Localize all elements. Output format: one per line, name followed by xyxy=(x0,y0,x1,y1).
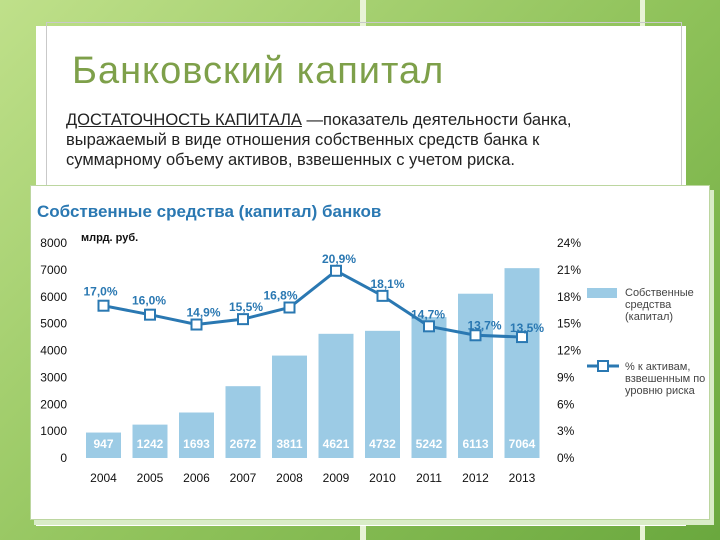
line-value-label: 14,9% xyxy=(187,306,221,320)
x-tick-label: 2011 xyxy=(416,471,442,485)
bar xyxy=(132,424,168,458)
line-marker xyxy=(190,318,203,331)
x-tick-label: 2010 xyxy=(369,471,396,485)
line-value-label: 16,8% xyxy=(264,289,298,303)
bar xyxy=(365,330,400,458)
legend-label-bars: (капитал) xyxy=(625,311,673,323)
bar-value-label: 4621 xyxy=(323,437,350,451)
legend-label-bars: Собственные xyxy=(625,287,694,299)
y2-tick-label: 18% xyxy=(557,290,581,304)
bar-value-label: 7064 xyxy=(509,437,536,451)
bar xyxy=(318,333,354,458)
bar xyxy=(272,355,307,458)
y-tick-label: 0 xyxy=(60,451,67,465)
bar xyxy=(411,317,447,458)
legend-swatch-marker xyxy=(597,360,609,372)
legend-label-line: взвешенным по xyxy=(625,373,705,385)
line-value-label: 15,5% xyxy=(229,300,263,314)
y2-tick-label: 3% xyxy=(557,424,575,438)
bar-value-label: 2672 xyxy=(230,437,257,451)
y-tick-label: 3000 xyxy=(40,370,67,384)
line-marker xyxy=(376,289,389,302)
line-value-label: 17,0% xyxy=(84,285,118,299)
bar-value-label: 3811 xyxy=(276,437,302,451)
bar xyxy=(458,293,493,458)
y2-tick-label: 24% xyxy=(557,236,581,250)
definition-term: ДОСТАТОЧНОСТЬ КАПИТАЛА xyxy=(66,111,302,129)
x-tick-label: 2005 xyxy=(137,471,164,485)
line-value-label: 13,7% xyxy=(468,318,502,332)
y-axis-unit-label: млрд. руб. xyxy=(81,232,138,244)
capital-chart: Собственные средства (капитал) банков млр… xyxy=(37,202,705,485)
bar xyxy=(179,412,214,458)
bar-value-label: 947 xyxy=(93,437,113,451)
line-value-label: 16,0% xyxy=(132,294,166,308)
legend-label-bars: средства xyxy=(625,299,672,311)
x-tick-label: 2004 xyxy=(90,471,117,485)
y-tick-label: 4000 xyxy=(40,344,67,358)
y2-tick-label: 6% xyxy=(557,397,575,411)
y-tick-label: 1000 xyxy=(40,424,67,438)
bar-value-label: 1242 xyxy=(137,437,164,451)
slide-title: Банковский капитал xyxy=(72,50,445,92)
line-value-label: 20,9% xyxy=(322,252,356,266)
line-marker xyxy=(469,329,482,342)
bar-value-label: 6113 xyxy=(462,437,488,451)
x-tick-label: 2006 xyxy=(183,471,210,485)
line-marker xyxy=(97,299,110,312)
bar-value-label: 5242 xyxy=(416,437,443,451)
line-marker xyxy=(330,264,342,277)
bar-value-label: 1693 xyxy=(183,437,210,451)
legend-label-line: уровню риска xyxy=(625,385,696,397)
bar xyxy=(225,386,261,458)
y-tick-label: 6000 xyxy=(40,290,67,304)
x-tick-label: 2013 xyxy=(509,471,536,485)
y2-tick-label: 15% xyxy=(557,317,581,331)
chart-panel: Собственные средства (капитал) банков млр… xyxy=(30,185,710,520)
x-tick-label: 2009 xyxy=(323,471,350,485)
line-value-label: 14,7% xyxy=(411,307,445,321)
chart-title: Собственные средства (капитал) банков xyxy=(37,202,381,221)
definition-text: —показатель деятельности банка, выражаем… xyxy=(66,111,572,169)
series-line xyxy=(103,268,523,339)
line-value-label: 18,1% xyxy=(371,277,405,291)
x-tick-label: 2008 xyxy=(276,471,303,485)
y-tick-label: 2000 xyxy=(40,397,67,411)
y-tick-label: 7000 xyxy=(40,263,67,277)
x-tick-label: 2007 xyxy=(230,471,257,485)
y2-tick-label: 21% xyxy=(557,263,581,277)
y-tick-label: 8000 xyxy=(40,236,67,250)
y2-tick-label: 9% xyxy=(557,370,575,384)
line-marker xyxy=(237,313,249,326)
slide-description: ДОСТАТОЧНОСТЬ КАПИТАЛА —показатель деяте… xyxy=(66,110,626,170)
line-marker xyxy=(144,308,156,321)
y-tick-label: 5000 xyxy=(40,317,67,331)
x-tick-label: 2012 xyxy=(462,471,489,485)
legend-swatch-bars xyxy=(587,288,617,298)
line-marker xyxy=(423,320,435,333)
bar xyxy=(86,432,121,458)
line-marker xyxy=(516,331,528,344)
line-value-label: 13,5% xyxy=(510,321,544,335)
y2-tick-label: 12% xyxy=(557,344,581,358)
line-marker xyxy=(283,301,296,314)
bar-value-label: 4732 xyxy=(369,437,396,451)
legend-label-line: % к активам, xyxy=(625,361,690,373)
bar xyxy=(504,268,540,458)
y2-tick-label: 0% xyxy=(557,451,575,465)
